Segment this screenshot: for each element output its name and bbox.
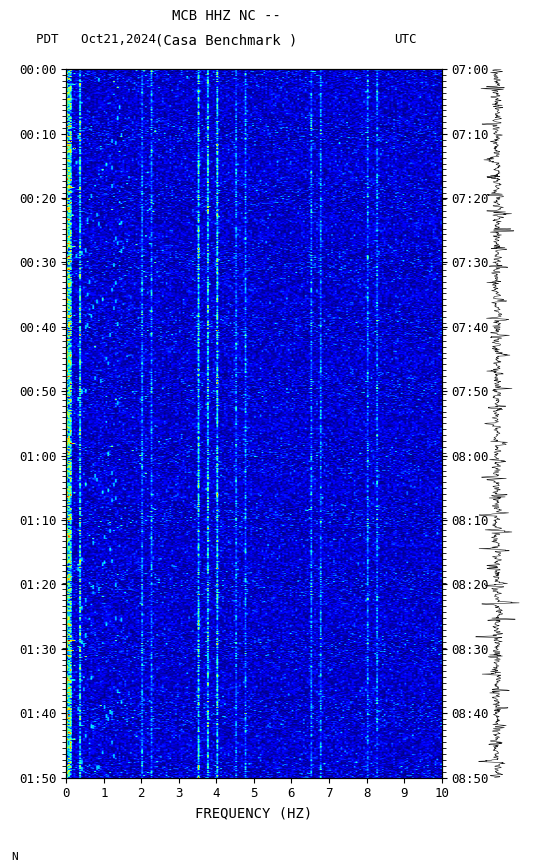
Text: MCB HHZ NC --: MCB HHZ NC -- <box>172 10 281 23</box>
X-axis label: FREQUENCY (HZ): FREQUENCY (HZ) <box>195 806 312 820</box>
Text: (Casa Benchmark ): (Casa Benchmark ) <box>155 33 298 48</box>
Text: UTC: UTC <box>394 33 416 47</box>
Text: N: N <box>11 852 18 861</box>
Text: PDT   Oct21,2024: PDT Oct21,2024 <box>36 33 156 47</box>
